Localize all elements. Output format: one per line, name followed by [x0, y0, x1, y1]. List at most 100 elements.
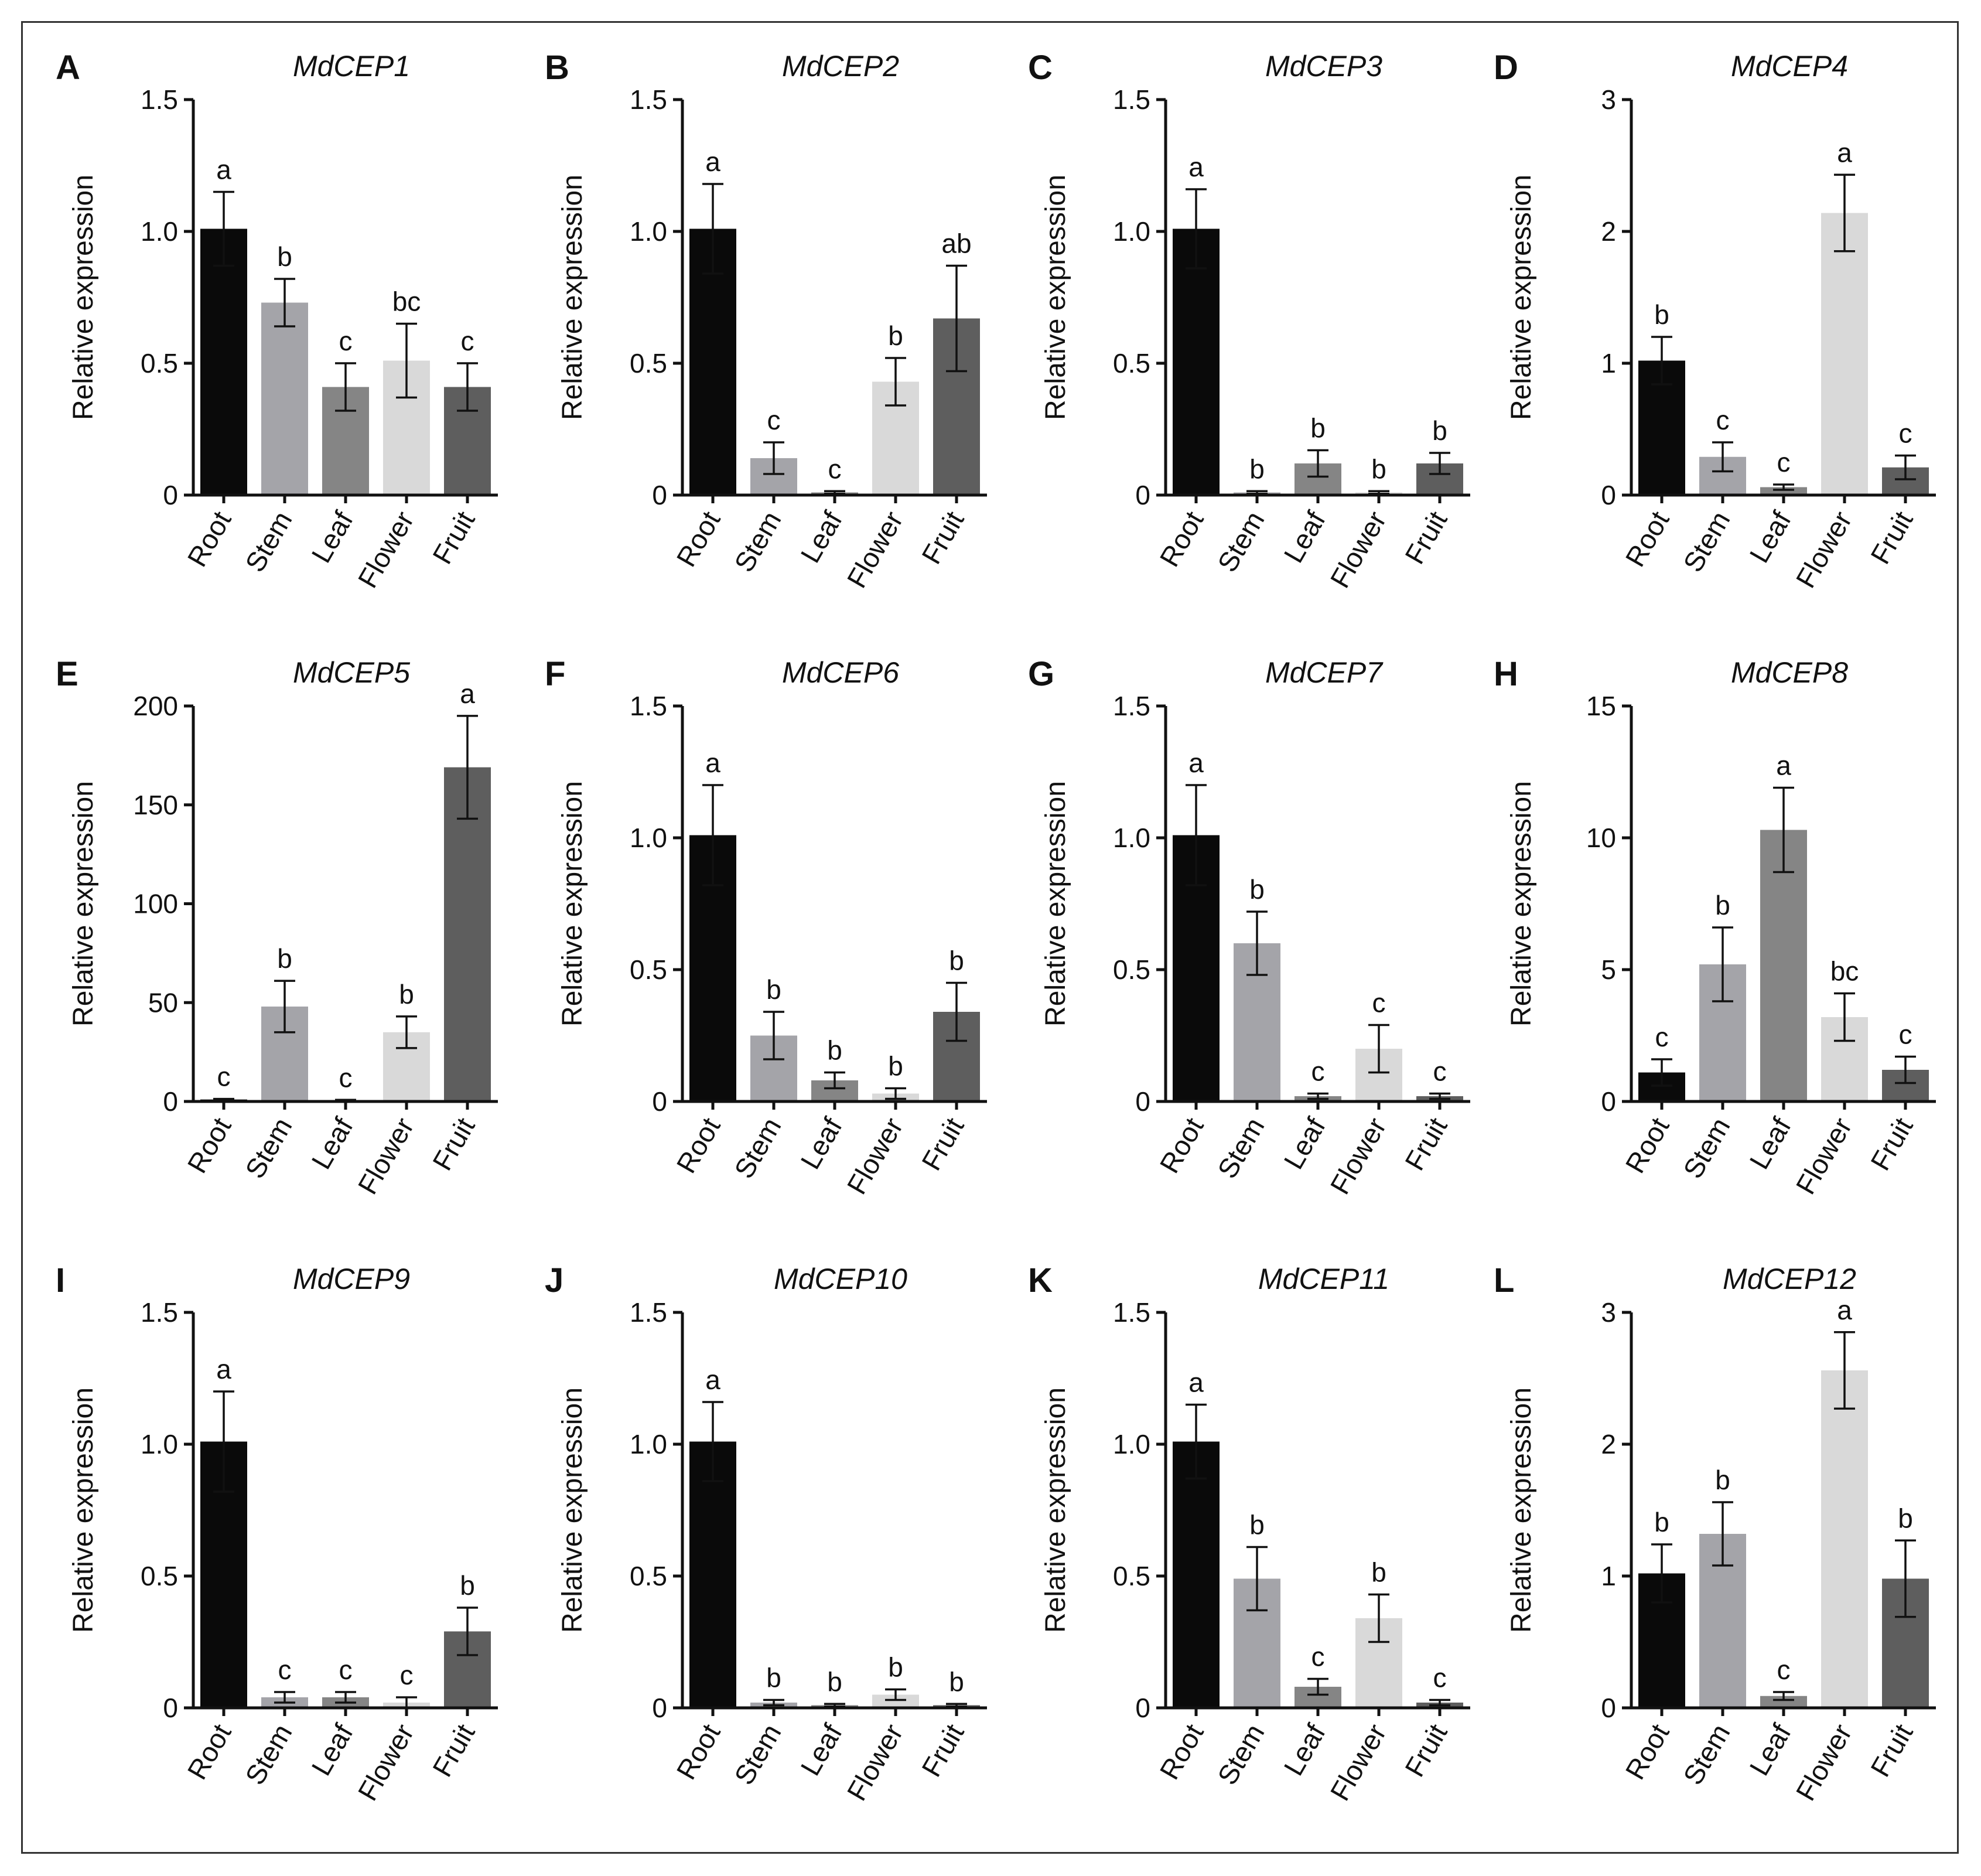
x-tick-label-stem: Stem — [728, 1113, 787, 1184]
panel-title-b: MdCEP2 — [782, 50, 899, 83]
bar-leaf — [1760, 487, 1807, 495]
y-axis-label-i: Relative expression — [68, 1387, 99, 1633]
significance-label: c — [339, 1062, 353, 1093]
x-tick-label-flower: Flower — [351, 506, 419, 594]
y-tick-label: 2 — [1601, 216, 1616, 247]
y-tick-label: 0 — [163, 480, 178, 510]
y-tick-label: 1.5 — [1113, 691, 1150, 721]
significance-label: c — [1777, 1655, 1791, 1685]
y-tick-label: 0.5 — [1113, 348, 1150, 378]
y-tick-label: 3 — [1601, 1297, 1616, 1328]
panel-title-d: MdCEP4 — [1731, 50, 1848, 83]
x-tick-label-leaf: Leaf — [794, 1718, 848, 1781]
y-tick-label: 1.0 — [1113, 823, 1150, 853]
x-tick-label-root: Root — [181, 1113, 237, 1178]
significance-label: b — [1715, 890, 1730, 920]
significance-label: b — [949, 1666, 964, 1697]
y-tick-label: 0.5 — [630, 348, 667, 378]
significance-label: c — [1716, 405, 1730, 435]
x-tick-label-leaf: Leaf — [794, 1112, 848, 1175]
y-tick-label: 0 — [1601, 480, 1616, 510]
significance-label: c — [339, 326, 353, 356]
panel-letter-a: A — [56, 49, 80, 87]
y-tick-label: 3 — [1601, 84, 1616, 115]
panel-title-c: MdCEP3 — [1265, 50, 1382, 83]
y-tick-label: 0 — [1601, 1086, 1616, 1117]
significance-label: c — [278, 1655, 292, 1685]
significance-label: c — [339, 1655, 353, 1685]
significance-label: a — [460, 678, 475, 709]
x-tick-label-fruit: Fruit — [426, 1113, 481, 1176]
x-tick-label-stem: Stem — [1211, 506, 1270, 578]
x-tick-label-stem: Stem — [1677, 1719, 1736, 1790]
y-tick-label: 0 — [1135, 1693, 1150, 1723]
x-tick-label-root: Root — [1153, 1113, 1210, 1178]
y-tick-label: 1 — [1601, 348, 1616, 378]
x-tick-label-stem: Stem — [1677, 506, 1736, 578]
x-tick-label-fruit: Fruit — [916, 506, 970, 569]
x-tick-label-fruit: Fruit — [1864, 1719, 1919, 1782]
chart-panel-d: D MdCEP4 Relative expression b Root c Stem c Lea… — [1494, 49, 1936, 593]
chart-panel-a: A MdCEP1 Relative expression a Root b Stem c Lea… — [56, 49, 498, 593]
chart-panel-h: H MdCEP8 Relative expression c Root b Stem a Lea… — [1494, 655, 1936, 1199]
x-tick-label-flower: Flower — [1789, 506, 1857, 594]
significance-label: a — [705, 146, 720, 177]
y-tick-label: 0 — [163, 1693, 178, 1723]
y-tick-label: 200 — [133, 691, 178, 721]
significance-label: a — [1188, 1367, 1204, 1398]
panel-letter-l: L — [1494, 1261, 1514, 1299]
significance-label: c — [1433, 1663, 1447, 1693]
panel-title-f: MdCEP6 — [782, 656, 899, 689]
panel-title-g: MdCEP7 — [1265, 656, 1384, 689]
significance-label: b — [1432, 415, 1447, 446]
y-tick-label: 50 — [148, 987, 178, 1018]
significance-label: c — [400, 1660, 414, 1690]
y-tick-label: 150 — [133, 790, 178, 820]
y-tick-label: 1.5 — [630, 691, 667, 721]
significance-label: c — [1777, 447, 1791, 477]
x-tick-label-leaf: Leaf — [305, 1718, 359, 1781]
x-tick-label-fruit: Fruit — [1399, 1719, 1453, 1782]
bar-leaf — [1760, 1696, 1807, 1708]
x-tick-label-stem: Stem — [1677, 1113, 1736, 1184]
x-tick-label-leaf: Leaf — [305, 1112, 359, 1175]
y-tick-label: 100 — [133, 889, 178, 919]
panel-letter-k: K — [1028, 1261, 1053, 1299]
significance-label: bc — [392, 286, 421, 317]
significance-label: b — [1371, 1557, 1386, 1588]
y-tick-label: 1.0 — [630, 823, 667, 853]
x-tick-label-root: Root — [1619, 1719, 1675, 1785]
significance-label: c — [1899, 418, 1912, 449]
y-tick-label: 1.0 — [630, 1429, 667, 1459]
significance-label: bc — [1830, 956, 1859, 987]
x-tick-label-root: Root — [670, 506, 726, 572]
significance-label: a — [1837, 137, 1852, 168]
x-tick-label-stem: Stem — [728, 506, 787, 578]
bar-fruit — [444, 767, 491, 1101]
panel-title-a: MdCEP1 — [293, 50, 410, 83]
panel-letter-j: J — [545, 1261, 563, 1299]
x-tick-label-leaf: Leaf — [305, 506, 359, 568]
y-axis-label-h: Relative expression — [1506, 781, 1537, 1026]
chart-panel-g: G MdCEP7 Relative expression a Root b Stem c Lea… — [1028, 655, 1470, 1199]
significance-label: b — [399, 979, 414, 1009]
x-tick-label-flower: Flower — [1324, 1113, 1392, 1200]
panel-letter-g: G — [1028, 655, 1054, 693]
x-tick-label-stem: Stem — [239, 1719, 298, 1790]
bar-flower — [1821, 213, 1868, 495]
x-tick-label-stem: Stem — [1211, 1113, 1270, 1184]
significance-label: b — [1898, 1503, 1913, 1533]
x-tick-label-fruit: Fruit — [1399, 506, 1453, 569]
y-axis-label-g: Relative expression — [1040, 781, 1071, 1026]
chart-panel-c: C MdCEP3 Relative expression a Root b Stem b Lea… — [1028, 49, 1470, 593]
y-tick-label: 2 — [1601, 1429, 1616, 1459]
significance-label: a — [705, 748, 720, 778]
x-tick-label-fruit: Fruit — [1864, 1113, 1919, 1176]
significance-label: b — [1715, 1465, 1730, 1495]
y-axis-label-a: Relative expression — [68, 175, 99, 420]
significance-label: b — [1249, 453, 1265, 484]
significance-label: b — [949, 946, 964, 976]
x-tick-label-flower: Flower — [841, 1113, 908, 1200]
chart-panel-i: I MdCEP9 Relative expression a Root c Stem c Lea… — [56, 1261, 498, 1806]
